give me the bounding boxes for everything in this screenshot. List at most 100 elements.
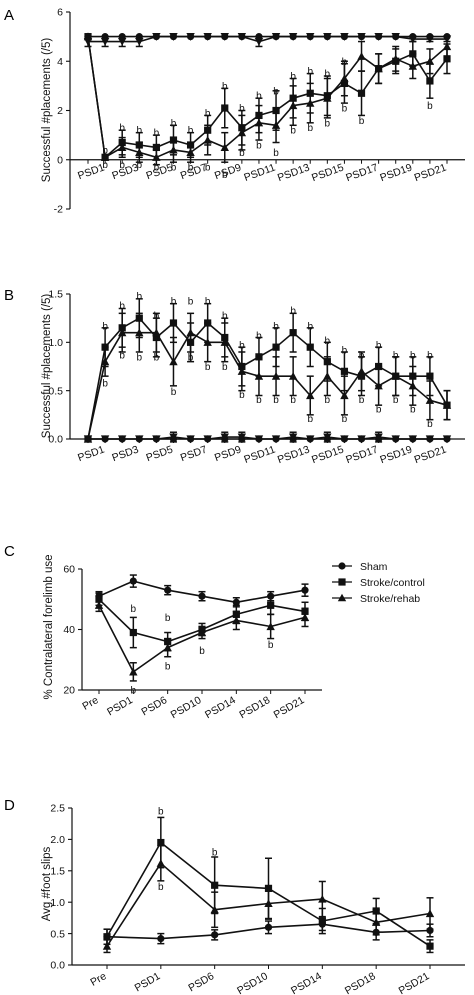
panel-b-significance-mark: b: [205, 362, 211, 373]
panel-a-data-point: [306, 98, 315, 107]
panel-a-data-point: [100, 153, 110, 161]
panel-a-significance-mark: b: [359, 116, 365, 127]
panel-c-x-tick-label: PSD1: [105, 694, 135, 718]
panel-b-data-point: [306, 343, 314, 351]
panel-d-data-point: [371, 918, 381, 926]
panel-b-significance-mark: b: [256, 331, 262, 342]
panel-d-data-point: [156, 859, 166, 867]
panel-d-y-tick-label: 2.0: [50, 834, 65, 846]
panel-a-data-point: [443, 55, 451, 63]
panel-b-significance-mark: b: [171, 296, 177, 307]
panel-c-legend: Sham Stroke/control Stroke/rehab: [332, 561, 425, 605]
panel-c-significance-mark: b: [268, 640, 274, 651]
panel-b-data-point: [374, 433, 383, 442]
panel-a-significance-mark: b: [171, 163, 177, 174]
panel-d-data-point: [426, 942, 434, 950]
panel-c-series-1: [95, 574, 309, 608]
panel-a-x-tick-label: PSD21: [413, 161, 449, 184]
panel-d: D Avg #foot slips 0.0 0.5 1.0 1.5 2.0 2.5 Pre P…: [4, 797, 465, 995]
panel-b-significance-mark: b: [188, 352, 194, 363]
panel-b-data-point: [442, 400, 452, 409]
panel-b-y-tick-label: 1.5: [48, 289, 63, 301]
panel-b-data-point: [288, 433, 298, 442]
panel-a-significance-mark: b: [137, 160, 143, 171]
panel-b-data-point: [426, 372, 434, 380]
panel-a-data-point: [100, 37, 110, 46]
panel-b-series-4-line: [88, 436, 447, 440]
panel-b-significance-mark: b: [154, 352, 160, 363]
panel-c-series-2: [95, 592, 309, 652]
panel-a-data-point: [203, 33, 212, 41]
panel-b-y-axis-title: Successful #placements (/5): [41, 294, 53, 439]
panel-d-x-tick-label: Pre: [88, 970, 108, 989]
panel-b-significance-mark: b: [205, 296, 211, 307]
panel-a-data-point: [254, 118, 264, 127]
panel-c-series-3: [94, 598, 310, 682]
panel-a-data-point: [357, 52, 366, 60]
panel-a-x-tick-label: PSD11: [242, 161, 277, 183]
panel-a-y-tick-label: -2: [54, 204, 63, 216]
panel-b-data-point: [340, 391, 349, 400]
panel-d-series-1: [103, 917, 434, 946]
panel-a-data-point: [374, 33, 383, 41]
panel-b-significance-mark: b: [376, 341, 382, 352]
panel-a-data-point: [340, 74, 349, 83]
panel-a-data-point: [221, 104, 229, 112]
panel-a-data-point: [271, 121, 281, 129]
panel-a-data-point: [323, 93, 332, 102]
panel-b-data-point: [135, 435, 144, 444]
panel-d-significance-mark: b: [158, 807, 164, 818]
panel-a-x-tick-label: PSD13: [276, 161, 312, 184]
panel-c-data-point: [301, 586, 309, 594]
panel-a-significance-mark: b: [342, 104, 348, 115]
panel-b-significance-mark: b: [342, 346, 348, 357]
panel-a-significance-mark: b: [307, 67, 313, 78]
panel-b-data-point: [271, 371, 281, 380]
panel-a-series-2-line: [87, 36, 448, 159]
panel-c-y-tick-label: 60: [63, 564, 75, 576]
panel-b-significance-mark: b: [119, 350, 125, 361]
panel-b-x-tick-label: PSD15: [310, 443, 346, 466]
panel-c-x-tick-label: PSD6: [139, 694, 169, 718]
panel-b-data-point: [357, 435, 366, 444]
panel-b-x-tick-label: PSD11: [242, 443, 277, 465]
panel-a-data-point: [340, 33, 349, 41]
panel-c-data-point: [198, 592, 206, 600]
legend-label-stroke-control: Stroke/control: [360, 577, 425, 589]
panel-d-data-point: [211, 881, 219, 889]
panel-a-data-point: [391, 33, 400, 41]
panel-a-data-point: [288, 33, 298, 41]
panel-a-significance-mark: b: [239, 148, 245, 159]
panel-b-data-point: [237, 433, 247, 442]
panel-a-significance-mark: b: [290, 72, 296, 83]
panel-c-y-tick-label: 20: [63, 685, 75, 697]
panel-a-data-point: [357, 89, 366, 97]
panel-c-data-point: [129, 628, 137, 637]
panel-d-x-tick-label: PSD18: [343, 970, 378, 995]
panel-b-significance-mark: b: [410, 405, 416, 416]
panel-b-data-point: [203, 435, 212, 444]
panel-b-data-point: [323, 433, 332, 442]
panel-a-significance-mark: b: [290, 126, 296, 137]
legend-item-stroke-control: Stroke/control: [332, 577, 425, 589]
panel-d-y-axis-title: Avg #foot slips: [41, 846, 53, 921]
panel-b-significance-mark: b: [342, 414, 348, 425]
panel-b-significance-mark: b: [222, 311, 228, 322]
panel-a-significance-mark: b: [188, 126, 194, 137]
panel-b-x-tick-label: PSD3: [110, 443, 140, 464]
panel-d-y-tick-label: 2.5: [50, 803, 65, 815]
panel-b-y-tick-label: 1.0: [48, 337, 63, 349]
panel-c: C % Contralateral forelimb use 20 40 60 Pre…: [4, 543, 425, 721]
panel-b-significance-mark: b: [393, 350, 399, 361]
panel-a-data-point: [271, 33, 281, 41]
panel-letter-c: C: [4, 543, 15, 560]
panel-c-x-tick-label: PSD10: [169, 694, 204, 721]
panel-a-data-point: [237, 33, 247, 41]
panel-a-data-point: [306, 33, 315, 41]
panel-b-data-point: [169, 357, 178, 366]
panel-d-data-point: [425, 909, 435, 918]
panel-b-significance-mark: b: [222, 362, 228, 373]
panel-b-data-point: [254, 435, 264, 444]
panel-a-significance-mark: b: [188, 163, 194, 174]
panel-d-y-tick-label: 1.5: [50, 866, 65, 878]
